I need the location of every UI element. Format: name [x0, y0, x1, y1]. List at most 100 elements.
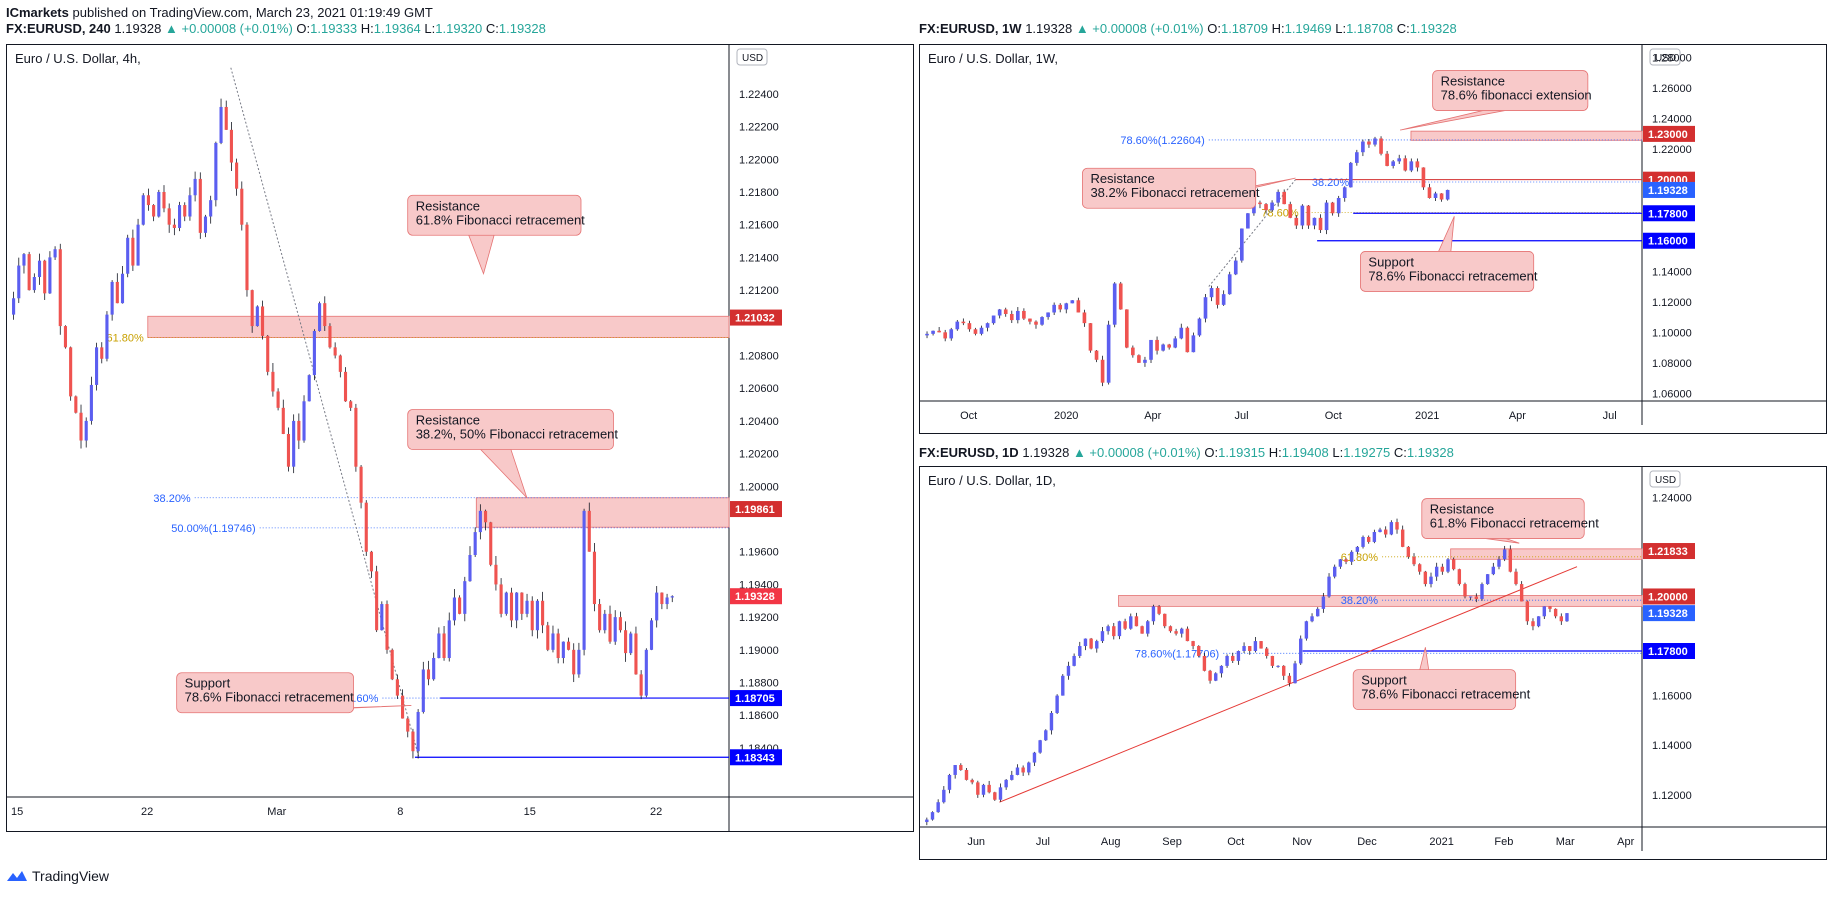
- candle-body: [1378, 529, 1382, 533]
- candle-body: [1010, 774, 1014, 780]
- candle: [1434, 562, 1439, 581]
- callout-box: [1352, 669, 1517, 710]
- candle-body: [43, 260, 47, 294]
- candle-body: [1514, 571, 1518, 585]
- candle: [349, 399, 353, 411]
- candle: [973, 327, 978, 336]
- candle-body: [1203, 297, 1208, 319]
- candle-body: [473, 532, 477, 555]
- candle-body: [1397, 158, 1402, 162]
- candle-body: [1044, 730, 1048, 741]
- candle-body: [937, 330, 941, 333]
- candle: [1157, 604, 1161, 616]
- chart-svg-d1[interactable]: Euro / U.S. Dollar, 1D,USD1.240001.22000…: [920, 467, 1826, 859]
- x-tick-label: Mar: [267, 806, 286, 818]
- candle-body: [380, 604, 384, 631]
- candle-body: [224, 106, 228, 130]
- candle: [1016, 307, 1020, 324]
- price-axis-label-bg: [1643, 232, 1695, 249]
- candle-body: [660, 592, 664, 605]
- x-tick-label: Sep: [1162, 836, 1182, 848]
- low-label: L:: [1332, 445, 1344, 460]
- chart-panel-w1[interactable]: Euro / U.S. Dollar, 1W, USD 1.28000 1.26000…: [919, 44, 1827, 434]
- candle: [1010, 770, 1014, 781]
- candle-body: [318, 303, 322, 331]
- chart-svg-h4[interactable]: Euro / U.S. Dollar, 4h, USD 1.22400 1.22200…: [7, 45, 913, 831]
- candle-body: [364, 502, 368, 552]
- candle-body: [931, 330, 935, 334]
- candle: [27, 251, 31, 291]
- candle: [577, 642, 581, 678]
- candle: [235, 158, 239, 196]
- candle: [603, 609, 607, 634]
- candle: [1542, 606, 1547, 620]
- candle-body: [577, 649, 581, 675]
- x-tick-label: Apr: [1509, 410, 1526, 422]
- price-axis-label-bg: [1643, 125, 1695, 142]
- candle: [1389, 520, 1394, 536]
- candle: [1553, 608, 1558, 619]
- candle-body: [953, 765, 957, 775]
- candle: [1161, 343, 1165, 352]
- chart-panel-h4[interactable]: Euro / U.S. Dollar, 4h, USD 1.22400 1.22200…: [6, 44, 914, 832]
- candle: [953, 765, 957, 779]
- low-label: L:: [1335, 21, 1347, 36]
- symbol-label: FX:EURUSD, 1W: [919, 21, 1022, 36]
- candle: [1391, 160, 1395, 169]
- publisher-name[interactable]: ICmarkets: [6, 5, 69, 20]
- candle-body: [1022, 310, 1026, 319]
- fib-level-label: 38.20%: [1312, 177, 1350, 189]
- candle: [426, 660, 431, 686]
- candle: [53, 246, 57, 261]
- candle: [1344, 558, 1348, 565]
- candle: [1429, 572, 1433, 588]
- candle-body: [37, 260, 42, 278]
- candle-body: [947, 774, 952, 790]
- chart-panel-d1[interactable]: Euro / U.S. Dollar, 1D,USD1.240001.22000…: [919, 466, 1827, 860]
- candle: [307, 374, 311, 402]
- candle: [649, 618, 654, 651]
- candle-body: [1146, 621, 1150, 634]
- callout-text: Resistance: [1430, 502, 1494, 517]
- footer-brand[interactable]: TradingView: [6, 868, 109, 884]
- candle: [421, 661, 425, 714]
- candle-body: [1372, 532, 1377, 542]
- candle: [1185, 626, 1190, 642]
- candle-body: [1208, 670, 1212, 681]
- candle: [1421, 167, 1426, 190]
- candle: [985, 322, 990, 332]
- candle-body: [84, 420, 88, 441]
- candle: [463, 576, 467, 622]
- price-axis-label-bg: [1643, 643, 1695, 659]
- candle-body: [1403, 158, 1408, 171]
- candle: [1276, 189, 1280, 207]
- candle: [1531, 618, 1535, 631]
- candle: [312, 329, 316, 381]
- candle-body: [1361, 141, 1365, 153]
- candle-body: [1350, 551, 1354, 562]
- candle: [1140, 625, 1144, 634]
- candle-body: [421, 669, 425, 712]
- candle: [95, 342, 99, 391]
- price-axis-label: 1.23000: [1648, 129, 1688, 141]
- price-change: ▲ +0.00008 (+0.01%): [1075, 21, 1204, 36]
- candle: [1525, 600, 1530, 625]
- candle-body: [1480, 584, 1484, 599]
- candle-body: [976, 782, 980, 795]
- candle: [1348, 161, 1353, 188]
- candle: [1202, 652, 1207, 672]
- candle: [1265, 646, 1269, 659]
- ohlc-line-h4: FX:EURUSD, 240 1.19328 ▲ +0.00008 (+0.01…: [6, 20, 546, 37]
- candle: [949, 327, 954, 341]
- candle-body: [1161, 344, 1165, 351]
- candle: [1143, 356, 1147, 367]
- candle-body: [587, 510, 591, 552]
- candle-body: [271, 371, 275, 392]
- candle: [369, 550, 374, 578]
- trend-line: [1208, 179, 1296, 287]
- candle-body: [1559, 616, 1564, 622]
- candle-body: [535, 600, 539, 631]
- candle-body: [1185, 628, 1190, 642]
- y-tick-label: 1.16000: [1652, 691, 1692, 703]
